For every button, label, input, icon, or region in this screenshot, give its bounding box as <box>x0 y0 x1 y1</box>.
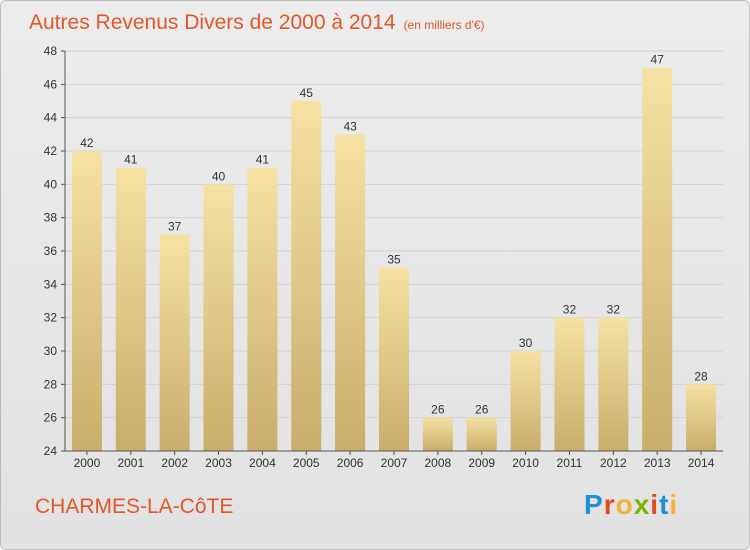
bar <box>247 167 278 451</box>
y-tick-label: 42 <box>44 144 58 158</box>
logo-letter: i <box>669 489 679 520</box>
bar <box>379 267 409 451</box>
y-tick-label: 46 <box>44 77 58 91</box>
logo-letter: t <box>659 489 670 520</box>
bar-value-label: 45 <box>300 86 314 100</box>
bar <box>203 184 234 452</box>
x-tick-label: 2013 <box>644 456 671 470</box>
bar <box>642 67 673 452</box>
x-tick-label: 2009 <box>468 456 495 470</box>
bar <box>115 167 146 451</box>
bar <box>466 417 497 451</box>
y-tick-label: 26 <box>44 411 58 425</box>
axes: 24 26 28 30 32 34 36 38 40 42 44 46 48 2000 2001 2002 20… <box>44 44 723 470</box>
x-tick-label: 2008 <box>425 456 452 470</box>
x-tick-label: 2001 <box>117 456 144 470</box>
value-labels: 42 41 37 40 41 45 43 35 26 26 30 32 32 47 28 <box>80 53 708 417</box>
bar <box>686 384 717 451</box>
x-tick-label: 2004 <box>249 456 276 470</box>
x-tick-label: 2010 <box>512 456 539 470</box>
bar-value-label: 40 <box>212 169 226 183</box>
x-tick-label: 2014 <box>688 456 715 470</box>
proxiti-logo: Proxiti <box>584 489 678 521</box>
logo-letter: o <box>615 489 634 520</box>
bar-value-label: 26 <box>475 403 489 417</box>
bar <box>159 234 190 451</box>
x-tick-label: 2000 <box>74 456 101 470</box>
y-tick-label: 40 <box>44 177 58 191</box>
x-tick-label: 2005 <box>293 456 320 470</box>
logo-letter: i <box>650 489 660 520</box>
y-tick-label: 36 <box>44 244 58 258</box>
bar-value-label: 30 <box>519 336 533 350</box>
bar-value-label: 32 <box>563 303 577 317</box>
bar <box>554 317 585 451</box>
x-tick-label: 2006 <box>337 456 364 470</box>
city-name: CHARMES-LA-CôTE <box>35 495 234 518</box>
bar-value-label: 35 <box>387 253 401 267</box>
chart-title: Autres Revenus Divers de 2000 à 2014 (en … <box>29 11 485 35</box>
x-tick-label: 2002 <box>161 456 188 470</box>
bar-value-label: 26 <box>431 403 445 417</box>
logo-letter: x <box>633 489 651 520</box>
bar <box>335 134 366 452</box>
y-tick-label: 24 <box>44 444 58 458</box>
y-tick-label: 30 <box>44 344 58 358</box>
y-tick-label: 32 <box>44 311 58 325</box>
bar <box>510 351 541 451</box>
bar-value-label: 43 <box>343 119 357 133</box>
y-tick-label: 48 <box>44 44 58 58</box>
y-tick-label: 44 <box>44 111 58 125</box>
bar <box>71 151 102 451</box>
logo-letter: r <box>603 489 616 520</box>
title-text: Autres Revenus Divers de 2000 à 2014 <box>29 11 396 34</box>
bars <box>71 67 717 452</box>
bar <box>422 417 453 451</box>
bar-value-label: 37 <box>168 219 182 233</box>
logo-letter: P <box>584 489 604 520</box>
bar <box>598 317 629 451</box>
bar-value-label: 41 <box>124 153 138 167</box>
y-tick-label: 28 <box>44 377 58 391</box>
x-tick-label: 2012 <box>600 456 627 470</box>
x-tick-label: 2007 <box>381 456 408 470</box>
x-tick-label: 2003 <box>205 456 232 470</box>
bar-value-label: 32 <box>607 303 621 317</box>
y-tick-label: 34 <box>44 277 58 291</box>
y-tick-label: 38 <box>44 211 58 225</box>
x-tick-label: 2011 <box>557 456 583 470</box>
bar-value-label: 47 <box>651 53 665 67</box>
bar-value-label: 42 <box>80 136 94 150</box>
unit-note: (en milliers d'€) <box>403 18 485 32</box>
bar-value-label: 41 <box>256 153 270 167</box>
bar-value-label: 28 <box>694 369 708 383</box>
bar <box>291 101 322 451</box>
